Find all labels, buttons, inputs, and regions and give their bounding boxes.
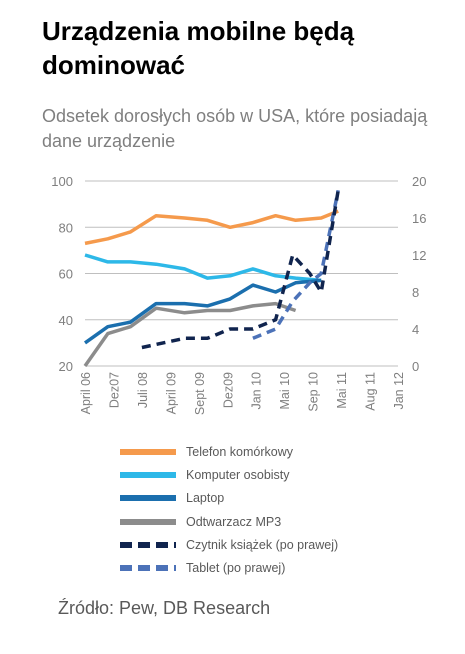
x-tick-label: April 09 [164,372,178,414]
left-tick-label: 80 [59,220,73,235]
series-line-4 [83,301,297,368]
legend-label: Odtwarzacz MP3 [186,514,282,529]
x-tick-label: Dez07 [107,372,121,408]
legend-swatch [120,518,176,525]
right-tick-label: 0 [412,359,419,374]
x-tick-label: Jan 10 [250,372,264,410]
left-axis-ticks: 20 40 60 80 100 [51,174,73,374]
legend-swatch [120,541,176,548]
legend-label: Czytnik książek (po prawej) [186,537,339,552]
x-tick-label: Mai 10 [278,372,292,410]
right-tick-label: 4 [412,322,419,337]
series-line-5 [141,190,340,350]
series-line-1 [84,209,339,246]
x-axis-ticks: April 06 Dez07 Juli 08 April 09 Sept 09 Dez09… [79,372,406,415]
legend-label: Telefon komórkowy [186,445,293,459]
right-tick-label: 16 [412,211,426,226]
legend-label: Tablet (po prawej) [186,560,286,575]
legend-swatch [120,495,176,502]
legend-swatch [120,564,176,571]
series-line-6 [252,189,340,340]
chart-subtitle: Odsetek dorosłych osób w USA, które posi… [42,106,428,151]
x-tick-label: Sep 10 [307,372,321,412]
left-tick-label: 40 [59,313,73,328]
x-tick-label: Sept 09 [193,372,207,415]
legend-label: Komputer osobisty [186,468,290,483]
x-tick-label: Dez09 [221,372,235,408]
right-tick-label: 8 [412,285,419,300]
right-tick-label: 12 [412,248,426,263]
legend-swatch [120,449,176,455]
left-tick-label: 100 [51,174,73,189]
left-tick-label: 20 [59,359,73,374]
legend-label: Laptop [186,491,225,506]
x-tick-label: Aug 11 [364,372,378,411]
x-tick-label: Mai 11 [335,372,349,409]
x-tick-label: Juli 08 [136,372,150,408]
line-chart: 20 40 60 80 100 0 4 8 12 16 20 April 06 Dez07 Juli … [51,174,426,415]
right-tick-label: 20 [412,174,426,189]
series-line-2 [84,253,322,283]
series-layer [83,189,340,368]
x-tick-label: Jan 12 [392,372,406,410]
left-tick-label: 60 [59,267,73,282]
x-tick-label: April 06 [79,372,93,414]
chart-title: Urządzenia mobilne będą dominować [42,16,355,80]
legend-swatch [120,472,176,479]
source-note: Źródło: Pew, DB Research [58,598,271,618]
right-axis-ticks: 0 4 8 12 16 20 [412,174,426,374]
